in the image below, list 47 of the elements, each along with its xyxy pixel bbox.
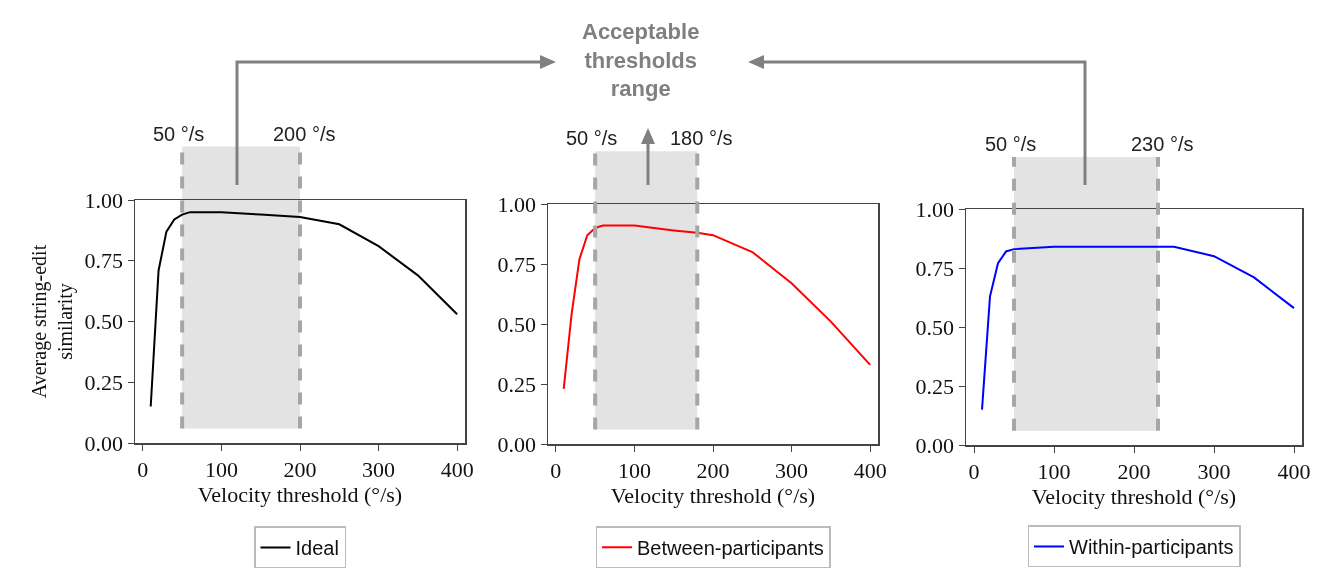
x-tick-label: 300 <box>775 457 809 483</box>
ref-line-label: 200 °/s <box>273 123 336 145</box>
x-tick-label: 0 <box>550 457 562 483</box>
line-series <box>149 211 459 408</box>
legend-label: Within-participants <box>1069 536 1234 559</box>
x-tick-label: 200 <box>696 457 730 483</box>
x-tick-label: 300 <box>362 456 396 482</box>
text: Acceptable thresholds range <box>582 19 700 102</box>
y-tick-label: 0.75 <box>84 248 124 274</box>
y-tick-label: 1.00 <box>84 187 124 213</box>
x-tick-label: 400 <box>440 456 474 482</box>
y-tick-label: 0.50 <box>915 314 955 340</box>
y-tick-label: 0.75 <box>497 251 537 277</box>
x-tick-label: 100 <box>204 456 238 482</box>
ref-line-label: 50 °/s <box>985 133 1037 155</box>
x-tick-label: 100 <box>617 457 651 483</box>
x-tick-label: 200 <box>1117 458 1151 484</box>
x-tick-label: 400 <box>1277 458 1311 484</box>
y-tick-label: 0.25 <box>84 369 124 395</box>
ref-line-label: 50 °/s <box>153 123 205 145</box>
x-tick-label: 300 <box>1197 458 1231 484</box>
y-tick-label: 0.00 <box>497 431 537 457</box>
ref-line-label: 180 °/s <box>670 127 733 149</box>
line-series <box>981 245 1295 411</box>
x-tick-label: 0 <box>968 458 980 484</box>
legend-label: Between-participants <box>637 537 824 559</box>
y-tick-label: 0.00 <box>915 432 955 458</box>
line-series <box>562 224 872 390</box>
y-tick-label: 0.25 <box>915 373 955 399</box>
x-tick-label: 100 <box>1037 458 1071 484</box>
x-tick-label: 200 <box>283 456 317 482</box>
y-tick-label: 0.75 <box>915 255 955 281</box>
y-tick-label: 1.00 <box>915 196 955 222</box>
y-tick-label: 0.50 <box>497 311 537 337</box>
legend-label: Ideal <box>295 537 339 560</box>
y-tick-label: 1.00 <box>497 191 537 217</box>
y-tick-label: 0.50 <box>84 309 124 335</box>
x-axis-title: Velocity threshold (°/s) <box>610 482 816 508</box>
y-tick-label: 0.00 <box>84 430 124 456</box>
x-axis-title: Velocity threshold (°/s) <box>1031 483 1237 509</box>
y-axis-title: Average string-edit similarity <box>28 244 78 399</box>
y-tick-label: 0.25 <box>497 371 537 397</box>
ref-line-label: 230 °/s <box>1131 133 1194 155</box>
x-tick-label: 0 <box>137 456 149 482</box>
ref-line-label: 50 °/s <box>566 127 618 149</box>
x-axis-title: Velocity threshold (°/s) <box>197 481 403 507</box>
x-tick-label: 400 <box>853 457 887 483</box>
